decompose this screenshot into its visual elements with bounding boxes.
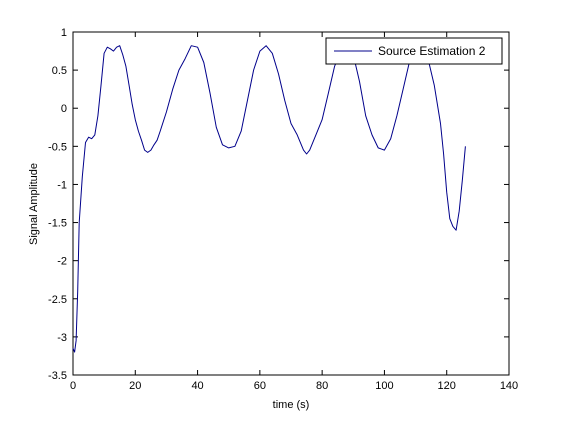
- x-tick-label: 60: [254, 380, 266, 392]
- y-tick-label: -1: [57, 179, 67, 191]
- x-tick-label: 120: [438, 380, 456, 392]
- tick-labels: 0 20 40 60 80 100 120 140 1 0.5 0 -0.5 -1 -1.5 -2 -2.5 -…: [48, 27, 518, 392]
- axis-ticks: [72, 31, 510, 376]
- y-tick-label: -3.5: [48, 370, 67, 382]
- x-tick-label: 0: [70, 380, 76, 392]
- x-tick-label: 40: [191, 380, 203, 392]
- x-tick-label: 20: [129, 380, 141, 392]
- plot-area: [72, 31, 510, 376]
- y-tick-label: -0.5: [48, 141, 67, 153]
- x-tick-label: 100: [375, 380, 393, 392]
- x-axis-label: time (s): [273, 399, 310, 411]
- legend-series-label: Source Estimation 2: [378, 44, 486, 58]
- x-tick-label: 140: [500, 380, 518, 392]
- y-tick-label: -2: [57, 256, 67, 268]
- y-tick-label: -2.5: [48, 294, 67, 306]
- x-tick-label: 80: [316, 380, 328, 392]
- legend: Source Estimation 2: [325, 37, 503, 65]
- y-tick-label: -3: [57, 332, 67, 344]
- y-tick-label: 0: [61, 103, 67, 115]
- y-tick-label: -1.5: [48, 218, 67, 230]
- series-line: [72, 45, 466, 353]
- series-layer: [72, 45, 466, 353]
- y-tick-label: 1: [61, 27, 67, 39]
- y-tick-label: 0.5: [52, 65, 67, 77]
- y-axis-label: Signal Amplitude: [28, 163, 40, 245]
